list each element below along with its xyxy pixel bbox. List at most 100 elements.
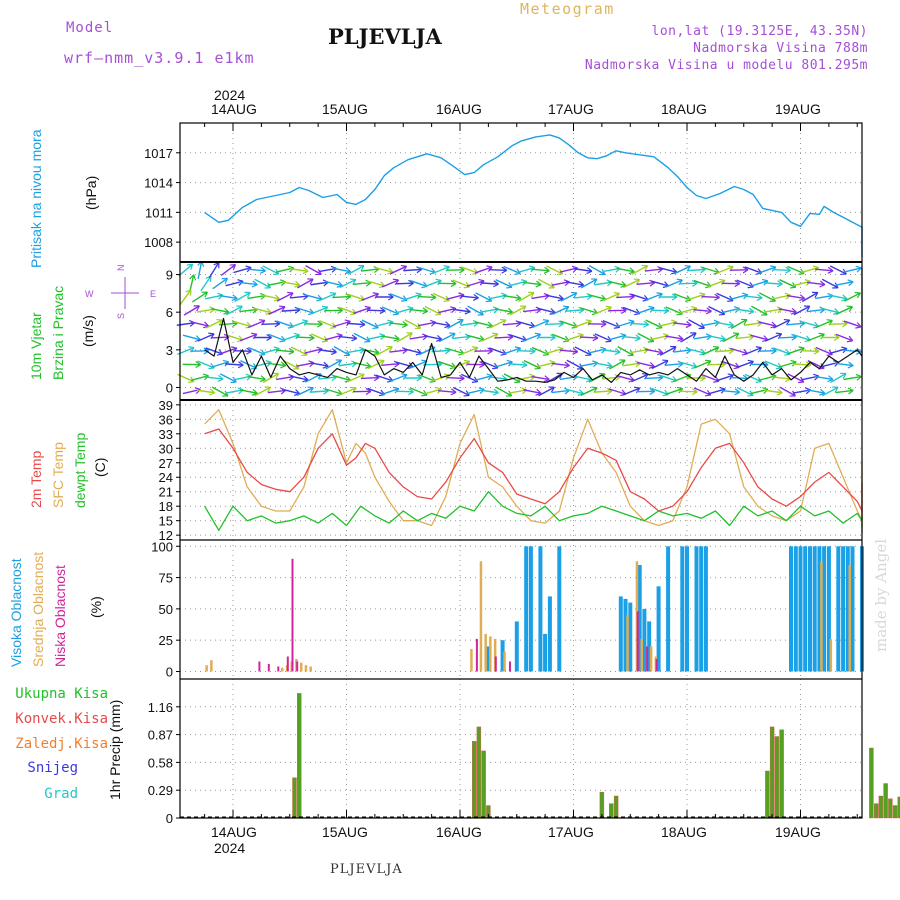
date-top-19: 19AUG	[775, 101, 821, 117]
wind-arrow-shaft	[211, 361, 229, 368]
precip-tick-label: 0	[166, 811, 173, 826]
wind-arrow-head	[606, 361, 613, 369]
wind-arrow-shaft	[333, 346, 351, 356]
cloud-bar	[680, 546, 685, 672]
wind-arrow-head	[528, 291, 535, 298]
wind-arrow-head	[790, 307, 797, 315]
wind-arrow-shaft	[787, 347, 805, 355]
cloud-bar	[210, 660, 213, 672]
wind-arrow-shaft	[460, 346, 479, 356]
wind-arrow-shaft	[801, 291, 819, 303]
wind-arrow	[721, 280, 741, 288]
wind-arrow-shaft	[353, 332, 371, 343]
wind-arrow-shaft	[759, 292, 776, 302]
wind-arrow-shaft	[616, 267, 635, 273]
wind-arrow-shaft	[835, 389, 854, 394]
wind-arrow-shaft	[750, 280, 769, 287]
wind-arrow-shaft	[261, 294, 280, 300]
wind-arrow	[196, 306, 216, 314]
wind-arrow-shaft	[552, 306, 570, 315]
meteogram-label: Meteogram	[520, 0, 615, 18]
page-title: PLJEVLJA	[328, 24, 442, 49]
cloud-bar	[503, 651, 506, 672]
wind-arrow-head	[251, 280, 258, 288]
wind-arrow-head	[643, 320, 650, 328]
wind-arrow-shaft	[716, 292, 734, 302]
wind-arrow-shaft	[622, 387, 641, 396]
wind-arrow-head	[322, 361, 329, 369]
date-top-17: 17AUG	[548, 101, 594, 117]
wind-arrow-shaft	[616, 374, 635, 382]
cloud-bar	[277, 666, 280, 672]
wind-arrow-shaft	[239, 281, 258, 286]
wind-arrow-shaft	[517, 266, 536, 274]
wind-arrow-shaft	[424, 388, 442, 395]
wind-arrow-shaft	[503, 294, 521, 300]
wind-arrow	[254, 386, 272, 397]
precip-bar	[472, 741, 477, 819]
wind-arrow-head	[302, 267, 309, 275]
wind-tick-label: 9	[166, 268, 173, 283]
cloud-bar	[647, 621, 652, 672]
wind-arrow-shaft	[559, 349, 578, 353]
cloud-bar	[296, 661, 299, 672]
plot-frame	[179, 122, 863, 819]
wind-arrow-head	[229, 263, 237, 271]
sfc-temp-line	[204, 409, 863, 529]
wind-arrow-shaft	[290, 346, 308, 356]
cloud-tick-label: 0	[166, 664, 173, 679]
pressure-tick-label: 1014	[144, 176, 173, 191]
wind-arrow-shaft	[438, 360, 456, 369]
wind-arrow	[205, 374, 224, 382]
wind-arrow-shaft	[248, 319, 266, 329]
wind-arrow-shaft	[758, 266, 777, 274]
wind-arrow	[275, 347, 295, 355]
pressure-line	[204, 134, 863, 257]
wind-arrow-head	[827, 375, 834, 383]
wind-arrow-shaft	[574, 346, 592, 356]
wind-arrow-shaft	[460, 295, 479, 299]
wind-arrow	[290, 267, 309, 275]
wind-arrow	[665, 334, 684, 342]
wind-arrow-shaft	[324, 280, 343, 287]
wind-arrow-head	[685, 321, 692, 329]
wind-arrow-shaft	[673, 265, 691, 275]
wind-arrow-shaft	[361, 348, 380, 354]
wind-arrow	[177, 373, 195, 383]
wind-arrow	[205, 292, 224, 300]
wind-arrow-shaft	[191, 291, 208, 303]
wind-arrow-shaft	[665, 279, 683, 288]
legend-total: Ukupna Kisa	[15, 686, 108, 702]
wind-arrow-head	[557, 294, 564, 302]
wind-arrow-head	[799, 294, 806, 302]
wind-arrow-shaft	[253, 307, 272, 314]
wind-arrow-head	[570, 291, 578, 299]
wind-arrow	[559, 347, 579, 355]
wind-arrow-head	[351, 334, 358, 342]
wind-arrow-shaft	[573, 268, 593, 272]
wind-arrow-shaft	[495, 279, 513, 288]
legend-conv: Konvek.Kisa	[15, 711, 108, 727]
wind-arrow-shaft	[247, 294, 266, 300]
wind-arrow-shaft	[296, 278, 314, 289]
cloud-bar	[524, 546, 529, 672]
wind-arrow-shaft	[247, 268, 266, 272]
wind-arrow-shaft	[404, 319, 421, 329]
wind-arrow-head	[826, 349, 833, 356]
wind-arrow	[247, 375, 266, 383]
wind-arrow-shaft	[304, 293, 323, 301]
cloud-bar	[803, 546, 808, 672]
wind-arrow-shaft	[290, 375, 309, 381]
cloud-bar	[666, 546, 671, 672]
wind-arrow	[211, 307, 230, 315]
wind-arrow-head	[237, 361, 244, 369]
wind-arrow-shaft	[475, 292, 492, 302]
precip-bar	[297, 693, 302, 819]
wind-arrow-shaft	[693, 279, 712, 288]
wind-arrow-shaft	[225, 334, 244, 341]
cloud-bar	[486, 646, 491, 672]
wind-arrow-shaft	[282, 281, 300, 286]
wind-arrow-head	[373, 348, 380, 356]
wind-arrow-shaft	[361, 319, 379, 329]
wind-arrow	[432, 292, 450, 302]
